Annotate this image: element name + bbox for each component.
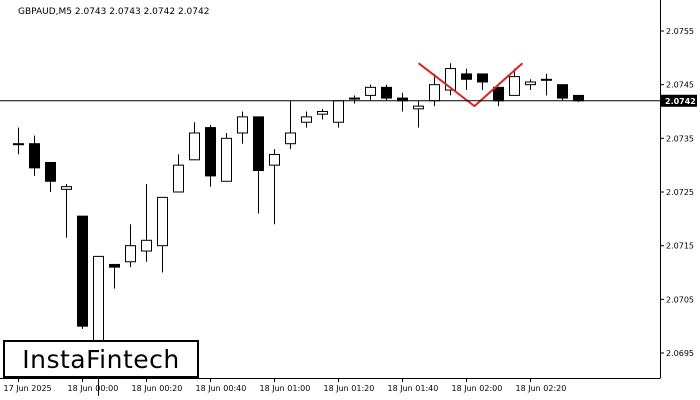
candle-29 bbox=[477, 73, 488, 91]
price-badge-label: 2.0742 bbox=[665, 97, 696, 106]
candle-body bbox=[45, 161, 56, 182]
candle-8 bbox=[141, 183, 152, 262]
candle-2 bbox=[45, 161, 56, 192]
candle-6 bbox=[109, 263, 120, 289]
candle-15 bbox=[253, 116, 264, 214]
candle-32 bbox=[525, 79, 536, 91]
candle-1 bbox=[29, 135, 40, 176]
candle-13 bbox=[221, 132, 232, 182]
candle-body bbox=[61, 186, 72, 190]
candle-3 bbox=[61, 183, 72, 238]
x-tick-label: 18 Jun 00:40 bbox=[196, 384, 247, 393]
candle-body bbox=[413, 105, 424, 110]
double-top-pattern-line bbox=[417, 62, 524, 108]
candle-4 bbox=[77, 215, 88, 329]
candle-28 bbox=[461, 68, 472, 91]
instafintech-logo: InstaFintech bbox=[3, 340, 199, 378]
candle-body bbox=[493, 86, 504, 102]
candle-body bbox=[477, 73, 488, 83]
candle-body bbox=[205, 127, 216, 177]
candle-body bbox=[365, 86, 376, 96]
candle-body bbox=[445, 68, 456, 91]
candle-body bbox=[525, 81, 536, 86]
candle-body bbox=[301, 116, 312, 123]
candle-body bbox=[333, 100, 344, 123]
candle-body bbox=[189, 132, 200, 161]
x-tick-label: 18 Jun 02:20 bbox=[516, 384, 567, 393]
chart-title: GBPAUD,M5 2.0743 2.0743 2.0742 2.0742 bbox=[18, 7, 209, 17]
candle-body bbox=[541, 78, 552, 81]
y-tick-label: 2.0715 bbox=[666, 242, 694, 251]
candle-14 bbox=[237, 111, 248, 144]
candle-body bbox=[93, 255, 104, 349]
candle-body bbox=[29, 143, 40, 169]
candle-body bbox=[317, 111, 328, 115]
candle-21 bbox=[349, 95, 360, 104]
candle-34 bbox=[557, 84, 568, 101]
candle-9 bbox=[157, 196, 168, 273]
x-tick-label: 17 Jun 2025 bbox=[4, 384, 52, 393]
candle-body bbox=[381, 86, 392, 99]
candle-body bbox=[557, 84, 568, 99]
logo-text: InstaFintech bbox=[22, 344, 180, 374]
candle-16 bbox=[269, 149, 280, 225]
candle-body bbox=[141, 239, 152, 252]
x-tick-label: 18 Jun 00:00 bbox=[68, 384, 119, 393]
candle-18 bbox=[301, 111, 312, 128]
candle-body bbox=[509, 76, 520, 96]
candle-body bbox=[429, 84, 440, 102]
candle-body bbox=[285, 132, 296, 145]
y-tick-label: 2.0745 bbox=[666, 81, 694, 90]
price-badge-bg bbox=[661, 94, 697, 107]
y-tick-label: 2.0705 bbox=[666, 295, 694, 304]
candle-body bbox=[573, 94, 584, 102]
candle-25 bbox=[413, 100, 424, 128]
candle-body bbox=[157, 196, 168, 247]
candle-17 bbox=[285, 100, 296, 150]
candle-body bbox=[77, 215, 88, 327]
x-tick-label: 18 Jun 02:00 bbox=[452, 384, 503, 393]
candle-0 bbox=[13, 127, 24, 155]
x-tick-label: 18 Jun 01:20 bbox=[324, 384, 375, 393]
candle-body bbox=[349, 97, 360, 100]
axes-layer: 2.0755 2.0745 2.0735 2.0725 2.0715 2.0705 2.06… bbox=[0, 0, 697, 393]
candle-body bbox=[173, 164, 184, 193]
candle-body bbox=[109, 263, 120, 268]
candle-19 bbox=[317, 108, 328, 120]
candle-body bbox=[13, 143, 24, 146]
candle-12 bbox=[205, 124, 216, 187]
candle-7 bbox=[125, 224, 136, 268]
x-tick-label: 18 Jun 01:00 bbox=[260, 384, 311, 393]
candle-body bbox=[125, 245, 136, 263]
candle-27 bbox=[445, 63, 456, 96]
x-tick-label: 18 Jun 01:40 bbox=[388, 384, 439, 393]
y-tick-label: 2.0725 bbox=[666, 188, 694, 197]
current-price-badge: 2.0742 bbox=[661, 94, 697, 107]
candle-33 bbox=[541, 73, 552, 96]
candle-23 bbox=[381, 84, 392, 101]
candle-body bbox=[237, 116, 248, 134]
candle-11 bbox=[189, 122, 200, 161]
candle-31 bbox=[509, 68, 520, 96]
x-tick-label: 18 Jun 00:20 bbox=[132, 384, 183, 393]
candle-body bbox=[269, 153, 280, 166]
candle-body bbox=[461, 73, 472, 80]
y-tick-label: 2.0695 bbox=[666, 349, 694, 358]
y-tick-label: 2.0755 bbox=[666, 27, 694, 36]
candle-22 bbox=[365, 84, 376, 101]
candle-10 bbox=[173, 154, 184, 193]
candle-body bbox=[221, 137, 232, 182]
y-tick-label: 2.0735 bbox=[666, 134, 694, 143]
pattern-layer bbox=[417, 62, 524, 108]
candle-body bbox=[253, 116, 264, 172]
